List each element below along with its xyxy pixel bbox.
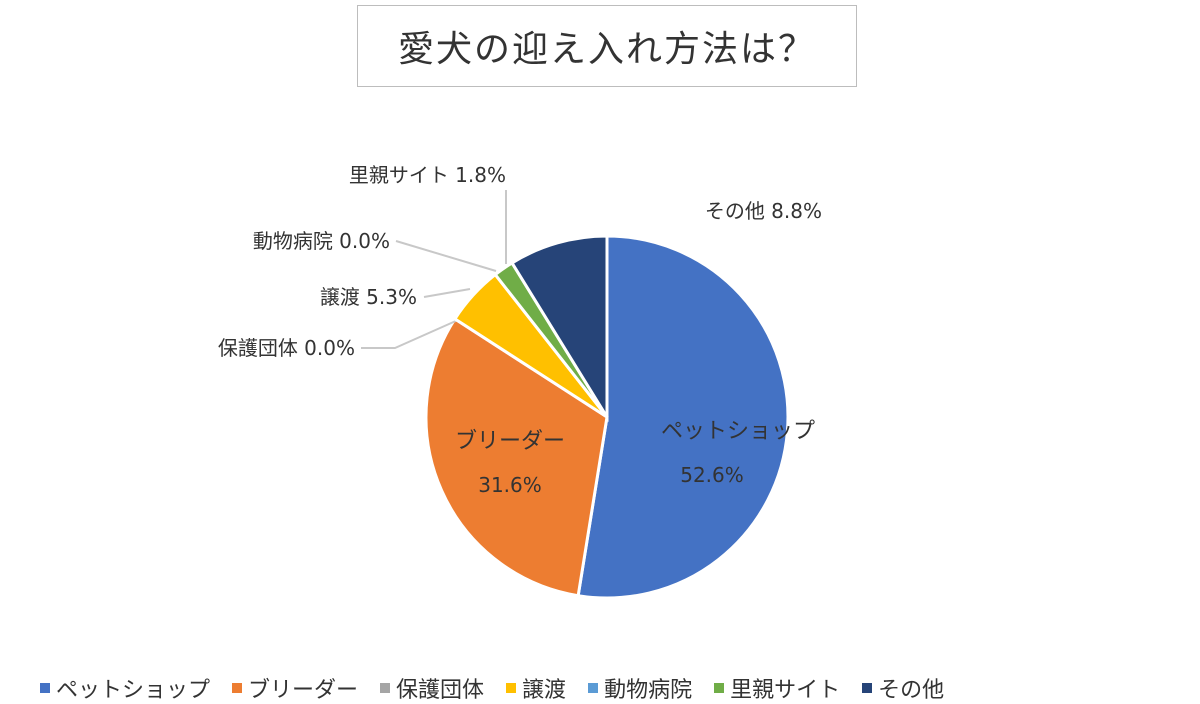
legend-label: 譲渡: [522, 678, 567, 703]
legend-item: 保護団体: [380, 672, 484, 704]
legend-swatch: [714, 683, 725, 693]
slice-label: その他 8.8%: [705, 199, 822, 223]
legend-item: 譲渡: [506, 672, 566, 704]
legend-label: ブリーダー: [248, 678, 359, 703]
legend-label: 動物病院: [604, 678, 693, 703]
slice-label: 保護団体 0.0%: [218, 336, 355, 360]
slice-label: 譲渡 5.3%: [320, 285, 417, 309]
slice-label: 動物病院 0.0%: [253, 229, 390, 253]
slice-label-value: 52.6%: [680, 463, 744, 487]
legend-swatch: [232, 683, 243, 693]
leader-line: [395, 240, 497, 272]
pie-slice: [509, 234, 609, 423]
slice-label-value: 31.6%: [478, 473, 542, 497]
leader-line: [423, 288, 471, 298]
legend-swatch: [862, 683, 873, 693]
legend-swatch: [588, 683, 599, 693]
slice-label-name: ペットショップ: [661, 419, 815, 444]
legend-label: ペットショップ: [56, 678, 211, 703]
legend-swatch: [380, 683, 391, 693]
legend-label: 保護団体: [396, 678, 485, 703]
legend-swatch: [506, 683, 517, 693]
legend-item: ペットショップ: [40, 672, 210, 704]
slice-label-name: ブリーダー: [455, 429, 565, 454]
chart-legend: ペットショップ ブリーダー 保護団体 譲渡 動物病院 里親サイト その他: [40, 672, 1190, 704]
legend-item: その他: [862, 672, 944, 704]
pie-slice: [576, 234, 790, 600]
leader-line: [361, 319, 459, 349]
legend-swatch: [40, 683, 50, 693]
pie-chart: ペットショップ 52.6% ブリーダー 31.6% 保護団体 0.0% 譲渡 5.3% 動物…: [218, 163, 822, 600]
legend-label: 里親サイト: [730, 678, 841, 703]
legend-item: 里親サイト: [714, 672, 840, 704]
legend-item: ブリーダー: [232, 672, 358, 704]
chart-title: 愛犬の迎え入れ方法は？: [357, 5, 857, 87]
legend-label: その他: [878, 678, 945, 703]
legend-item: 動物病院: [588, 672, 692, 704]
slice-label: 里親サイト 1.8%: [349, 163, 506, 187]
